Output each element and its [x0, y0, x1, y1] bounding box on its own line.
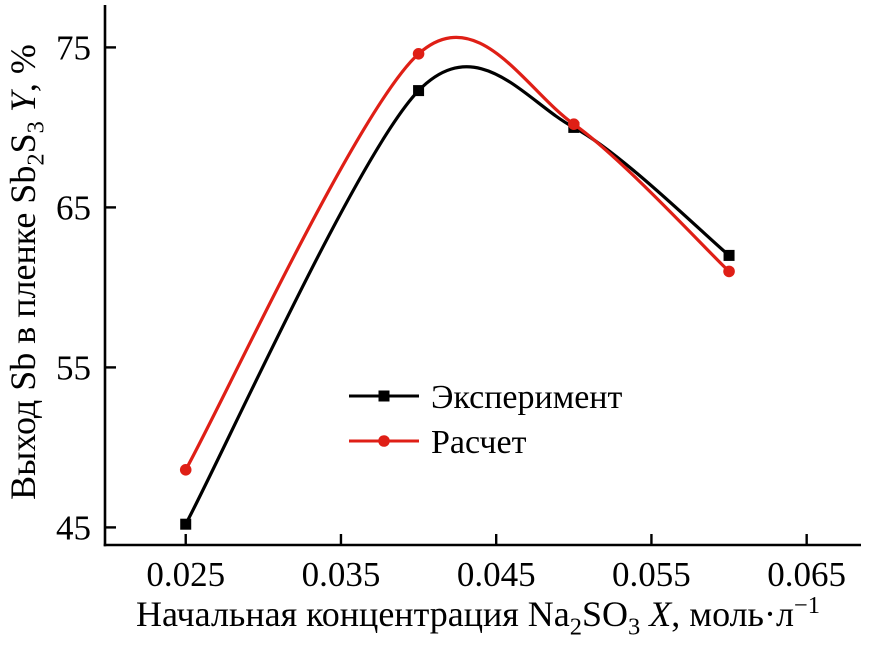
y-tick-label: 55 [56, 349, 91, 388]
series-marker-circle [723, 265, 735, 278]
x-axis-title: Начальная концентрация Na2SO3 X, моль·л−… [136, 592, 820, 641]
x-tick-label: 0.055 [612, 555, 691, 594]
x-tick-label: 0.025 [146, 555, 225, 594]
y-axis-title-segment: Выход Sb в пленке Sb [3, 165, 44, 500]
legend-marker-square [378, 390, 390, 402]
series-line-1 [184, 36, 731, 472]
x-tick-label: 0.065 [767, 555, 846, 594]
y-axis-title-segment: Y [3, 92, 44, 113]
legend-marker-circle [378, 435, 390, 447]
legend-label: Расчет [431, 424, 527, 461]
series-marker-square [180, 518, 192, 530]
legend-label: Эксперимент [431, 379, 622, 416]
y-tick-label: 65 [56, 189, 91, 228]
x-axis-title-segment: Начальная концентрация Na [136, 594, 570, 635]
y-tick-label: 75 [56, 29, 91, 68]
y-tick-label: 45 [56, 509, 91, 548]
series-marker-circle [568, 118, 580, 130]
series-marker-circle [412, 48, 425, 60]
y-axis-title-segment [3, 112, 43, 121]
x-axis-title-segment: −1 [793, 592, 820, 620]
x-axis-title-segment: SO [582, 594, 629, 635]
x-tick-label: 0.035 [302, 555, 381, 594]
series-marker-square [723, 249, 735, 261]
y-axis-title-segment: , % [3, 44, 44, 93]
y-axis-title: Выход Sb в пленке Sb2S3 Y, % [3, 44, 50, 500]
x-tick-label: 0.045 [457, 555, 536, 594]
x-axis-title-segment [640, 594, 649, 634]
series-line-0 [184, 65, 731, 526]
x-axis-title-segment: 3 [628, 613, 641, 641]
x-axis-title-segment: , моль·л [671, 594, 794, 635]
x-axis-title-segment: 2 [569, 613, 583, 641]
series-marker-square [413, 85, 425, 97]
y-axis-title-segment: 2 [22, 153, 50, 166]
y-axis-title-segment: 3 [22, 121, 50, 134]
y-axis-title-segment: S [3, 133, 44, 154]
x-axis-title-segment: X [649, 594, 672, 635]
series-marker-circle [179, 464, 192, 476]
